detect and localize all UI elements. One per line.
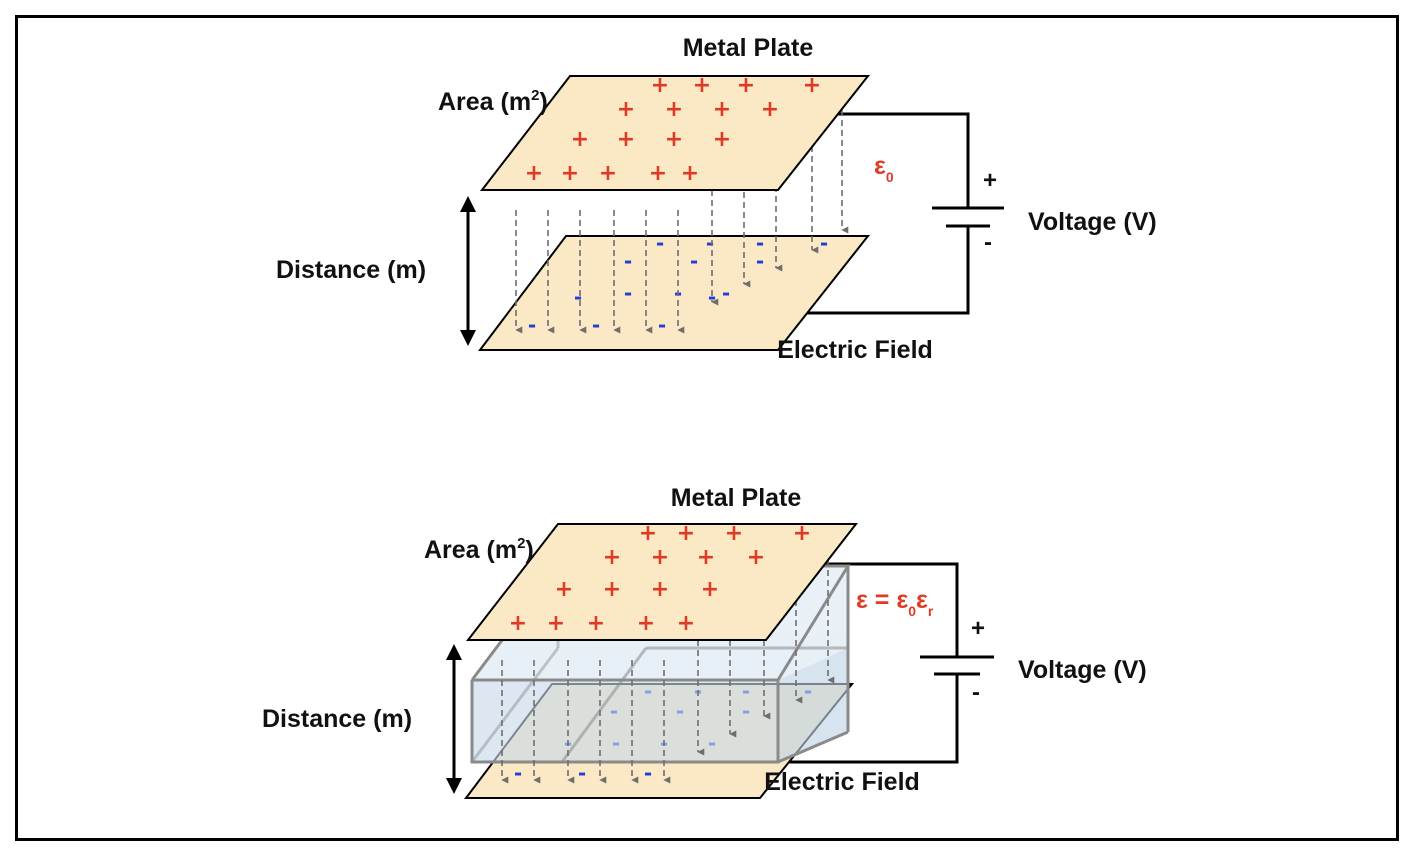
top-voltage-label: Voltage (V): [1028, 208, 1157, 236]
negative-charge: -: [592, 313, 600, 337]
positive-charge: +: [651, 577, 669, 602]
top-top-plate: [479, 75, 871, 191]
negative-charge: -: [722, 281, 730, 305]
negative-charge: -: [574, 285, 582, 309]
bottom-top-plate: [465, 523, 859, 641]
positive-charge: +: [677, 611, 695, 636]
positive-charge: +: [693, 73, 711, 98]
bottom-battery-plus: +: [971, 615, 985, 642]
bottom-circuit-wire: [796, 562, 959, 657]
top-plate-label: Metal Plate: [683, 34, 814, 62]
negative-charge: -: [624, 249, 632, 273]
positive-charge: +: [725, 521, 743, 546]
positive-charge: +: [697, 545, 715, 570]
positive-charge: +: [793, 521, 811, 546]
bottom-electric-field-label: Electric Field: [764, 768, 920, 796]
positive-charge: +: [547, 611, 565, 636]
positive-charge: +: [665, 127, 683, 152]
negative-charge: -: [756, 249, 764, 273]
positive-charge: +: [555, 577, 573, 602]
negative-charge: -: [514, 761, 522, 785]
negative-charge: -: [578, 761, 586, 785]
positive-charge: +: [603, 577, 621, 602]
positive-charge: +: [561, 161, 579, 186]
top-battery-minus: -: [984, 229, 992, 256]
positive-charge: +: [617, 127, 635, 152]
negative-charge: -: [820, 231, 828, 255]
positive-charge: +: [639, 521, 657, 546]
top-positive-charges: + + + ++ + + ++ + + ++ + + + +: [525, 73, 821, 186]
positive-charge: +: [803, 73, 821, 98]
positive-charge: +: [651, 73, 669, 98]
positive-charge: +: [599, 161, 617, 186]
positive-charge: +: [571, 127, 589, 152]
top-electric-field-lines: [515, 110, 849, 334]
top-permittivity-label: ε0: [874, 152, 894, 185]
top-area-label: Area (m2): [438, 87, 548, 116]
bottom-distance-label: Distance (m): [262, 705, 412, 733]
positive-charge: +: [587, 611, 605, 636]
bottom-capacitor: -------------- +++++++++++++++++ Metal P…: [262, 484, 1147, 799]
negative-charge: -: [658, 313, 666, 337]
positive-charge: +: [677, 521, 695, 546]
top-battery-plus: +: [983, 167, 997, 194]
top-circuit-wire-bottom: [770, 226, 970, 315]
bottom-circuit-wire-bottom: [762, 674, 959, 764]
negative-charge: -: [624, 281, 632, 305]
top-capacitor: --------------- +++++++++++++++++ Metal …: [276, 34, 1157, 364]
negative-charge: -: [690, 249, 698, 273]
negative-charge: -: [656, 231, 664, 255]
positive-charge: +: [701, 577, 719, 602]
positive-charge: +: [681, 161, 699, 186]
positive-charge: +: [603, 545, 621, 570]
positive-charge: +: [713, 97, 731, 122]
negative-charge: -: [644, 761, 652, 785]
negative-charge: -: [706, 231, 714, 255]
bottom-battery-minus: -: [972, 679, 980, 706]
top-electric-field-label: Electric Field: [777, 336, 933, 364]
positive-charge: +: [649, 161, 667, 186]
top-distance-label: Distance (m): [276, 256, 426, 284]
positive-charge: +: [525, 161, 543, 186]
negative-charge: -: [708, 285, 716, 309]
negative-charge: -: [756, 231, 764, 255]
positive-charge: +: [747, 545, 765, 570]
top-bottom-plate: [477, 235, 871, 351]
positive-charge: +: [637, 611, 655, 636]
bottom-plate-label: Metal Plate: [671, 484, 802, 512]
bottom-area-label: Area (m2): [424, 535, 534, 564]
positive-charge: +: [737, 73, 755, 98]
positive-charge: +: [713, 127, 731, 152]
positive-charge: +: [509, 611, 527, 636]
bottom-voltage-label: Voltage (V): [1018, 656, 1147, 684]
positive-charge: +: [665, 97, 683, 122]
positive-charge: +: [651, 545, 669, 570]
bottom-positive-charges: + + + ++ + + ++ + + ++ + + + +: [509, 521, 811, 636]
positive-charge: +: [761, 97, 779, 122]
negative-charge: -: [528, 313, 536, 337]
top-circuit-wire: [810, 112, 970, 208]
positive-charge: +: [617, 97, 635, 122]
bottom-permittivity-label: ε = ε0εr: [856, 586, 934, 619]
